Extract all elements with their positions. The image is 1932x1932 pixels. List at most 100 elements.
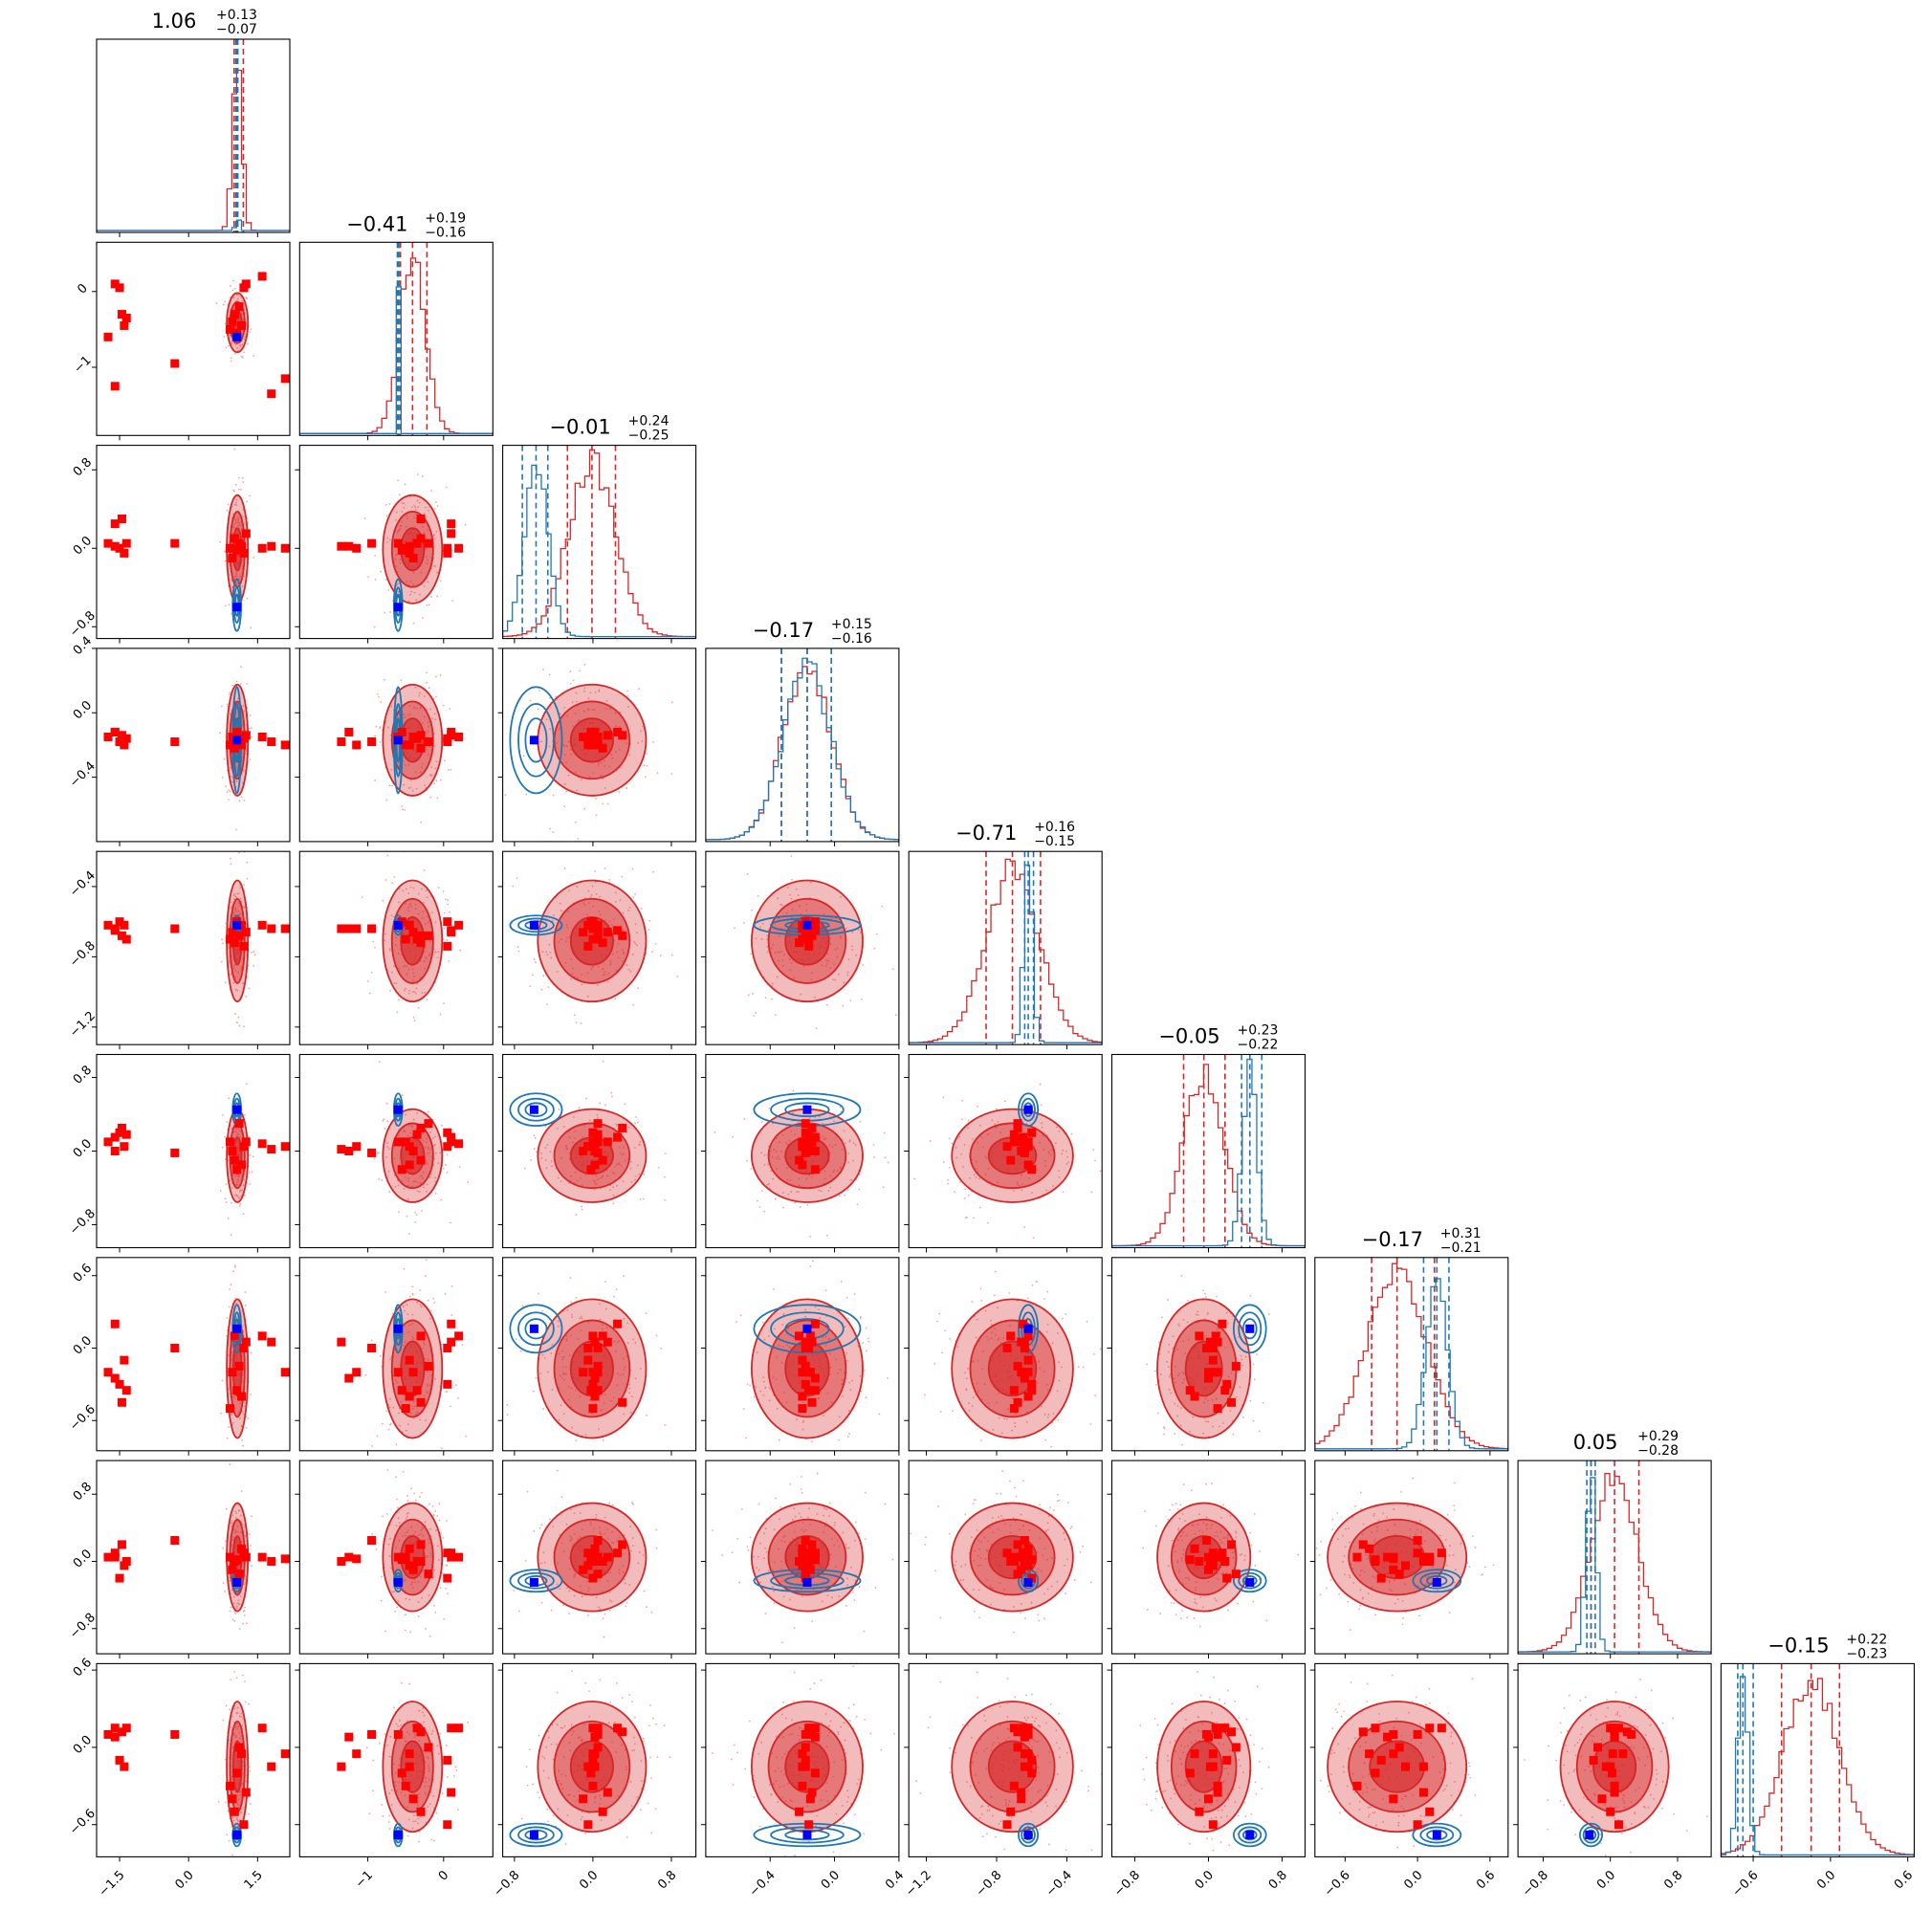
sample-point [532, 1390, 535, 1393]
sample-point [1035, 1280, 1038, 1283]
sample-point [634, 1342, 637, 1345]
sample-point [426, 889, 428, 892]
sample-point [599, 1303, 601, 1306]
sample-point [235, 1194, 238, 1197]
sample-point [642, 1197, 645, 1200]
sample-point [239, 683, 242, 685]
red-marker [408, 928, 418, 937]
red-marker [447, 1137, 456, 1147]
sample-point [382, 1120, 384, 1122]
red-marker [170, 1536, 180, 1546]
sample-point [230, 1606, 232, 1609]
red-marker [798, 1137, 807, 1147]
sample-point [778, 1345, 780, 1347]
sample-point [535, 1376, 538, 1379]
sample-point [401, 510, 404, 513]
sample-point [1205, 1334, 1207, 1337]
sample-point [389, 1422, 392, 1425]
sample-point [541, 1353, 544, 1356]
sample-point [1202, 1432, 1205, 1435]
sample-point [415, 771, 417, 774]
sample-point [977, 1359, 979, 1362]
red-marker [232, 1165, 242, 1175]
sample-point [819, 1317, 822, 1319]
sample-point [589, 895, 592, 898]
sample-point [234, 847, 236, 849]
sample-point [561, 1358, 564, 1361]
sample-point [834, 1144, 837, 1147]
sample-point [797, 894, 800, 896]
sample-point [938, 1312, 941, 1315]
sample-point [602, 1175, 604, 1177]
sample-point [1041, 1126, 1043, 1129]
sample-point [440, 1447, 443, 1450]
sample-point [429, 490, 432, 492]
red-marker [1023, 1355, 1033, 1365]
sample-point [417, 912, 420, 915]
scatter-panel-2-1 [295, 445, 494, 644]
sample-point [232, 1528, 235, 1531]
sample-point [805, 909, 808, 911]
sample-point [587, 709, 590, 712]
red-marker [454, 1139, 464, 1149]
sample-point [670, 954, 673, 956]
sample-point [429, 708, 431, 711]
sample-point [1244, 1355, 1247, 1358]
sample-point [967, 1119, 970, 1122]
red-marker [228, 1147, 237, 1155]
sample-point [767, 1163, 770, 1166]
sample-point [579, 670, 581, 672]
sample-point [808, 1116, 811, 1119]
sample-point [774, 952, 777, 955]
sample-point [1051, 1149, 1053, 1151]
sample-point [233, 893, 236, 895]
red-marker [337, 737, 346, 747]
red-marker [798, 1160, 807, 1170]
sample-point [434, 1612, 437, 1614]
sample-point [427, 915, 429, 918]
red-marker [241, 279, 251, 289]
sample-point [252, 951, 255, 953]
sample-point [1003, 1417, 1006, 1420]
sample-point [821, 964, 823, 967]
red-marker [393, 1368, 403, 1377]
sample-point [960, 1153, 963, 1155]
sample-point [997, 1121, 999, 1123]
sample-point [1061, 1317, 1064, 1320]
sample-point [229, 1179, 231, 1182]
sample-point [746, 1159, 749, 1162]
sample-point [242, 769, 245, 772]
sample-point [375, 1548, 378, 1550]
sample-point [763, 1210, 766, 1213]
sample-point [430, 1374, 433, 1377]
sample-point [1235, 1395, 1238, 1398]
sample-point [627, 706, 629, 708]
sample-point [238, 1191, 241, 1193]
red-marker [405, 1142, 414, 1152]
sample-point [618, 1162, 621, 1164]
sample-point [745, 1437, 747, 1439]
sample-point [393, 981, 396, 984]
sample-point [610, 1091, 613, 1094]
sample-point [425, 556, 428, 559]
panel-frame [908, 850, 1103, 1045]
red-marker [1020, 1368, 1029, 1377]
sample-point [550, 1160, 553, 1163]
histogram-panel-0: 1.06 +0.13−0.07 [96, 8, 291, 237]
sample-point [229, 1610, 231, 1613]
sample-point [562, 1372, 564, 1374]
blue-histogram [909, 864, 1103, 1045]
sample-point [823, 1138, 825, 1141]
red-marker [405, 1392, 414, 1401]
sample-point [428, 1175, 431, 1178]
sample-point [608, 920, 611, 923]
sample-point [1003, 1100, 1006, 1103]
sample-point [424, 1458, 426, 1460]
sample-point [593, 1179, 596, 1182]
sample-point [626, 690, 628, 692]
sample-point [237, 1411, 240, 1414]
blue-marker [393, 735, 403, 745]
sample-point [454, 1384, 457, 1387]
sample-point [386, 1513, 388, 1515]
sample-point [231, 1414, 233, 1416]
